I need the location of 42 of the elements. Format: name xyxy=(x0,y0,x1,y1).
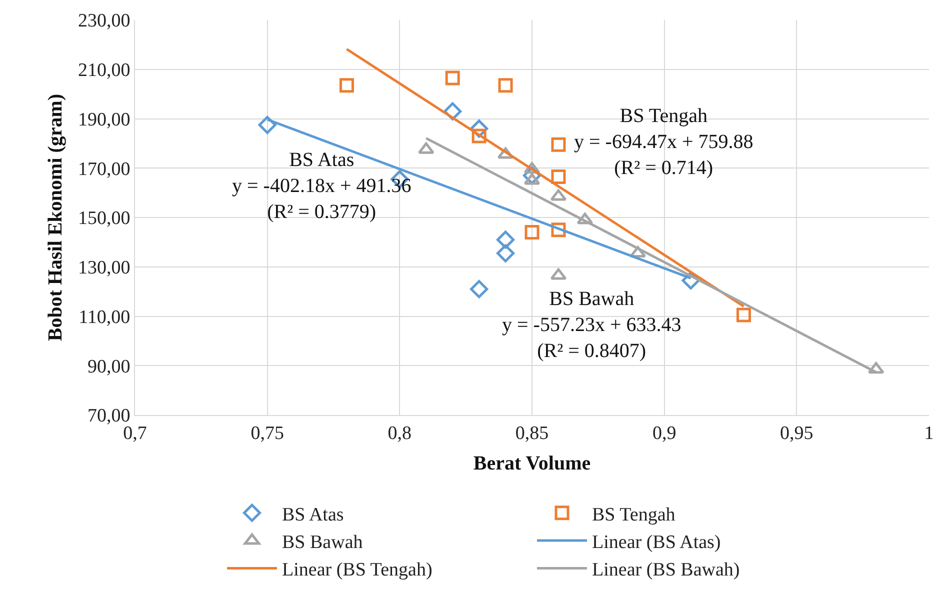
y-tick-label: 90,00 xyxy=(87,356,130,378)
x-tick-label: 1 xyxy=(924,422,934,444)
point xyxy=(524,173,540,185)
legend-label: BS Atas xyxy=(282,504,344,526)
point xyxy=(339,78,354,93)
point xyxy=(550,268,567,280)
y-tick-label: 190,00 xyxy=(78,109,130,130)
legend-label: BS Tengah xyxy=(592,504,676,526)
point xyxy=(418,142,434,154)
annotation: BS Bawah y = -557.23x + 633.43 (R² = 0.8407) xyxy=(502,288,682,362)
x-axis-title: Berat Volume xyxy=(473,452,591,474)
point xyxy=(470,280,488,298)
legend-label: Linear (BS Atas) xyxy=(592,532,721,553)
legend-label: BS Bawah xyxy=(282,532,364,553)
point xyxy=(551,170,566,184)
y-tick-label: 170,00 xyxy=(78,158,130,180)
point xyxy=(496,230,515,249)
point xyxy=(576,212,594,224)
point xyxy=(498,78,513,93)
y-axis-title: Bobot Hasil Ekonomi (gram) xyxy=(44,94,66,342)
x-tick-label: 0,8 xyxy=(388,422,412,444)
point xyxy=(445,70,460,86)
point xyxy=(736,308,751,322)
legend-label: Linear (BS Bawah) xyxy=(592,560,740,581)
annotation: BS Atas y = -402.18x + 491.36 (R² = 0.3779) xyxy=(232,149,412,223)
point xyxy=(550,189,567,201)
y-tick-label: 150,00 xyxy=(78,208,130,230)
y-tick-label: 130,00 xyxy=(78,258,130,279)
x-tick-label: 0,95 xyxy=(780,422,814,444)
point xyxy=(524,225,540,240)
y-tick-label: 210,00 xyxy=(78,60,130,82)
point xyxy=(496,244,515,262)
x-tick-label: 0,75 xyxy=(250,422,284,444)
point xyxy=(551,137,566,152)
x-tick-label: 0,85 xyxy=(515,422,549,444)
annotation: BS Tengah y = -694.47x + 759.88 (R² = 0.714) xyxy=(574,105,754,179)
point xyxy=(868,362,884,374)
x-tick-label: 0,9 xyxy=(652,422,676,444)
y-tick-label: 230,00 xyxy=(78,10,130,32)
point xyxy=(258,116,276,134)
y-tick-label: 110,00 xyxy=(78,306,130,328)
legend-label: Linear (BS Tengah) xyxy=(282,560,432,581)
